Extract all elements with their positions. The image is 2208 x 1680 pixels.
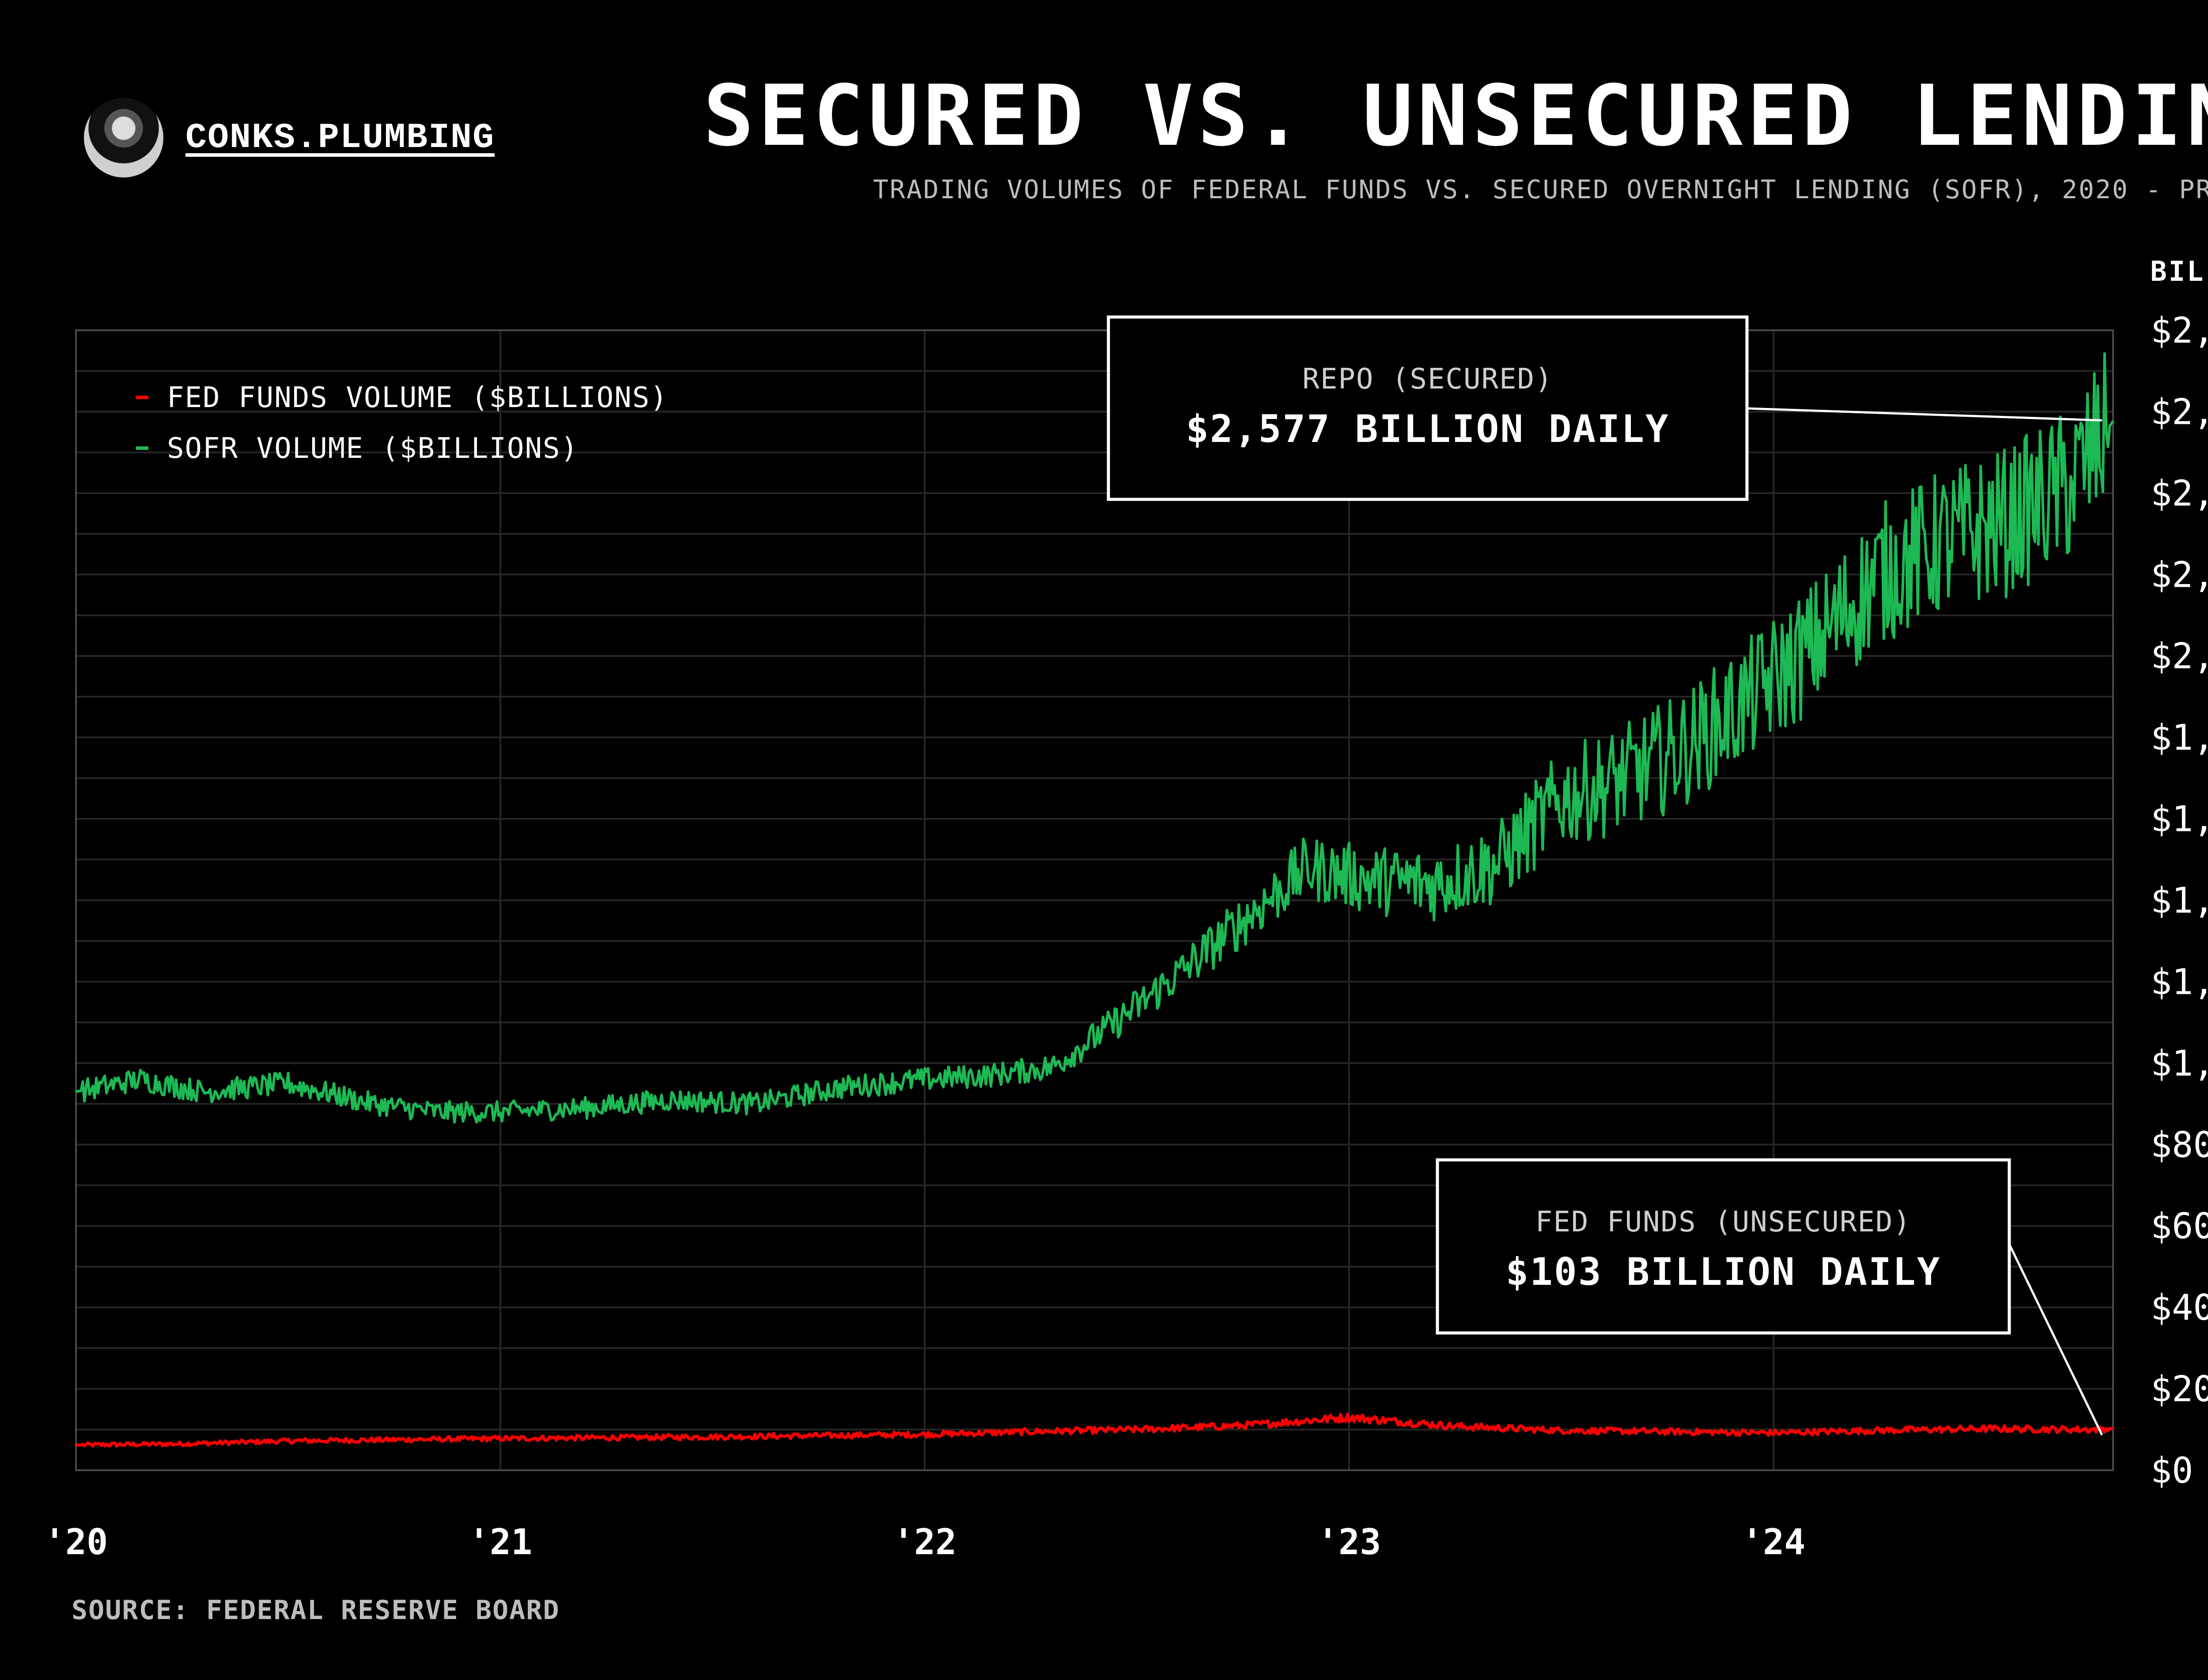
- y-tick-label: $2,600: [2151, 391, 2208, 432]
- fed-funds-callout-box: [1436, 1158, 2011, 1335]
- fed-funds-series-line: [76, 1412, 2113, 1448]
- x-tick-label: '21: [469, 1521, 533, 1563]
- repo-callout-label: REPO (SECURED): [1302, 363, 1553, 396]
- x-tick-label: '20: [44, 1521, 108, 1563]
- fed-funds-callout-value: $103 BILLION DAILY: [1506, 1250, 1941, 1294]
- y-tick-label: $0: [2151, 1450, 2193, 1491]
- x-axis-ticks: '20 '21 '22 '23 '24: [44, 1521, 1806, 1563]
- y-tick-label: $1,400: [2151, 880, 2208, 921]
- x-tick-label: '24: [1742, 1521, 1806, 1563]
- legend: FED FUNDS VOLUME ($BILLIONS) SOFR VOLUME …: [136, 381, 668, 465]
- page-title: SECURED VS. UNSECURED LENDING: [703, 67, 2208, 165]
- y-tick-label: $200: [2151, 1369, 2208, 1410]
- brand-name[interactable]: CONKS.PLUMBING: [185, 117, 495, 158]
- annotations: REPO (SECURED) $2,577 BILLION DAILY FED FU…: [1107, 315, 2103, 1436]
- avatar-icon: [84, 98, 163, 177]
- repo-callout-value: $2,577 BILLION DAILY: [1186, 407, 1670, 451]
- fed-funds-callout-label: FED FUNDS (UNSECURED): [1535, 1206, 1911, 1238]
- plot-frame: [75, 329, 2114, 1471]
- sofr-series-line: [76, 352, 2114, 1124]
- y-tick-label: $1,000: [2151, 1043, 2208, 1084]
- y-tick-label: $2,000: [2151, 636, 2208, 677]
- y-tick-label: $400: [2151, 1287, 2208, 1328]
- legend-label: SOFR VOLUME ($BILLIONS): [167, 432, 578, 465]
- page-subtitle: TRADING VOLUMES OF FEDERAL FUNDS VS. SEC…: [873, 174, 2208, 204]
- callout-leader-line: [2008, 1243, 2103, 1436]
- legend-label: FED FUNDS VOLUME ($BILLIONS): [167, 381, 668, 414]
- x-tick-label: '23: [1317, 1521, 1381, 1563]
- callout-leader-line: [1747, 407, 2102, 422]
- y-tick-label: $1,800: [2151, 717, 2208, 758]
- repo-callout-box: [1107, 315, 1749, 501]
- source-note: SOURCE: FEDERAL RESERVE BOARD: [72, 1595, 560, 1626]
- y-tick-label: $1,600: [2151, 799, 2208, 840]
- y-axis-ticks: $0 $200 $400 $600 $800 $1,000 $1,200 $1,400 $1,6…: [2151, 310, 2208, 1491]
- y-tick-label: $800: [2151, 1124, 2208, 1165]
- y-tick-label: $2,200: [2151, 554, 2208, 595]
- y-axis-unit-label: BILLIONS: [2150, 255, 2208, 287]
- y-tick-label: $600: [2151, 1206, 2208, 1247]
- series-lines: [76, 352, 2114, 1448]
- brand: CONKS.PLUMBING: [84, 98, 495, 177]
- x-tick-label: '22: [893, 1521, 957, 1563]
- y-tick-label: $1,200: [2151, 961, 2208, 1002]
- y-tick-label: $2,800: [2151, 310, 2208, 351]
- y-tick-label: $2,400: [2151, 473, 2208, 514]
